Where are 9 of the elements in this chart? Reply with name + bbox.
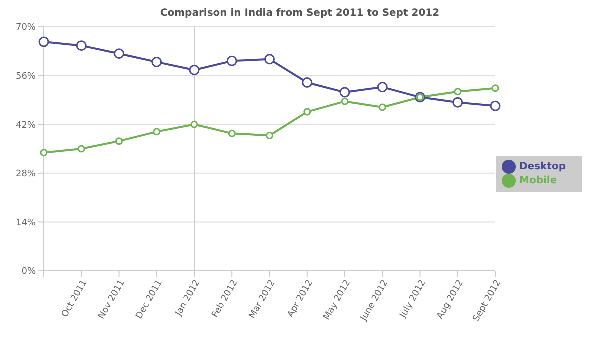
- y-tick-label: 70%: [16, 23, 36, 34]
- chart-subtitle: Comparison in India from Sept 2011 to Sept 2012: [159, 8, 441, 19]
- y-tick-label: 28%: [16, 170, 36, 180]
- y-tick-label: 42%: [16, 120, 36, 131]
- legend-label: Mobile: [520, 176, 558, 187]
- legend-label: Desktop: [520, 162, 566, 173]
- y-tick-label: 14%: [16, 218, 36, 228]
- y-tick-label: 56%: [16, 72, 36, 82]
- y-tick-label: 0%: [22, 267, 36, 278]
